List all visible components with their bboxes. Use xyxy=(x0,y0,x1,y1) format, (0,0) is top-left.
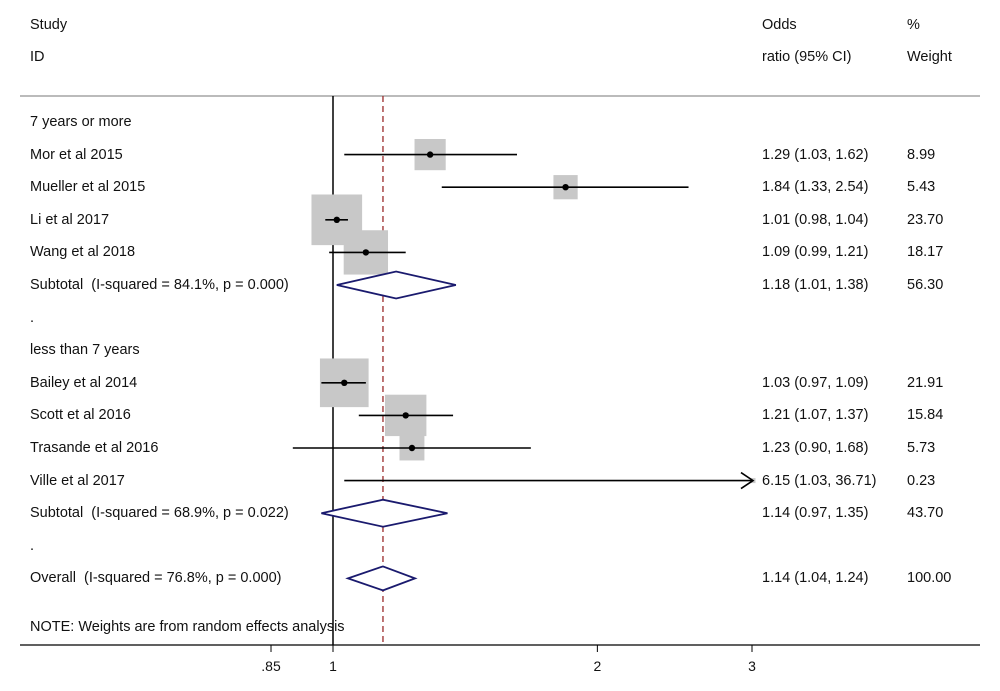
weight-value: 15.84 xyxy=(907,407,944,424)
header-study: Study xyxy=(30,17,68,33)
odds-ratio-ci: 1.18 (1.01, 1.38) xyxy=(762,277,869,293)
point-estimate xyxy=(426,151,434,158)
point-estimate xyxy=(333,216,340,223)
overall-diamond xyxy=(345,565,418,592)
odds-ratio-ci: 1.29 (1.03, 1.62) xyxy=(762,146,869,163)
study-label: Ville et al 2017 xyxy=(30,472,125,489)
header-ratio-ci: ratio (95% CI) xyxy=(762,49,852,65)
study-label: Li et al 2017 xyxy=(30,211,110,228)
study-label: Mor et al 2015 xyxy=(30,146,123,163)
weight-value: 0.23 xyxy=(907,472,936,489)
weight-value: 21.91 xyxy=(907,374,944,391)
weight-value: 8.99 xyxy=(907,146,936,163)
spacer-dot: . xyxy=(30,537,35,554)
point-estimate xyxy=(402,412,409,419)
weight-value: 5.43 xyxy=(907,179,936,196)
odds-ratio-ci: 1.01 (0.98, 1.04) xyxy=(762,211,869,228)
point-estimate xyxy=(362,249,370,256)
weight-value: 18.17 xyxy=(907,244,944,261)
odds-ratio-ci: 1.14 (1.04, 1.24) xyxy=(762,570,869,587)
subtotal-label: Subtotal (I-squared = 68.9%, p = 0.022) xyxy=(30,505,289,522)
odds-ratio-ci: 1.21 (1.07, 1.37) xyxy=(762,407,869,424)
overall-label: Overall (I-squared = 76.8%, p = 0.000) xyxy=(30,570,282,587)
subtotal-diamond xyxy=(321,498,448,528)
point-estimate xyxy=(341,379,348,386)
study-label: Wang et al 2018 xyxy=(30,244,136,261)
header-percent: % xyxy=(907,17,920,33)
header-weight: Weight xyxy=(907,49,952,65)
odds-ratio-ci: 1.23 (0.90, 1.68) xyxy=(762,440,869,456)
spacer-dot: . xyxy=(30,309,35,326)
group-label: 7 years or more xyxy=(30,114,132,130)
point-estimate xyxy=(562,184,569,191)
subtotal-diamond xyxy=(336,270,457,300)
weight-value: 23.70 xyxy=(907,211,944,228)
header-odds: Odds xyxy=(762,17,797,33)
x-tick-label: .85 xyxy=(261,658,281,674)
weight-value: 56.30 xyxy=(907,277,944,293)
study-label: Bailey et al 2014 xyxy=(30,374,138,391)
subtotal-label: Subtotal (I-squared = 84.1%, p = 0.000) xyxy=(30,277,289,293)
weight-value: 43.70 xyxy=(907,505,944,522)
x-tick-label: 3 xyxy=(748,658,756,674)
odds-ratio-ci: 6.15 (1.03, 36.71) xyxy=(762,472,877,489)
odds-ratio-ci: 1.03 (0.97, 1.09) xyxy=(762,374,869,391)
odds-ratio-ci: 1.09 (0.99, 1.21) xyxy=(762,244,869,261)
group-label: less than 7 years xyxy=(30,342,140,359)
study-label: Trasande et al 2016 xyxy=(30,440,159,456)
study-label: Scott et al 2016 xyxy=(30,407,131,424)
footnote: NOTE: Weights are from random effects an… xyxy=(30,619,345,635)
odds-ratio-ci: 1.84 (1.33, 2.54) xyxy=(762,179,869,196)
header-id: ID xyxy=(30,49,45,65)
weight-value: 100.00 xyxy=(907,570,952,587)
x-tick-label: 2 xyxy=(593,658,601,674)
point-estimate xyxy=(408,444,416,452)
odds-ratio-ci: 1.14 (0.97, 1.35) xyxy=(762,505,869,522)
x-tick-label: 1 xyxy=(329,658,337,674)
weight-value: 5.73 xyxy=(907,440,936,456)
study-label: Mueller et al 2015 xyxy=(30,179,146,196)
ci-arrow xyxy=(740,471,755,490)
